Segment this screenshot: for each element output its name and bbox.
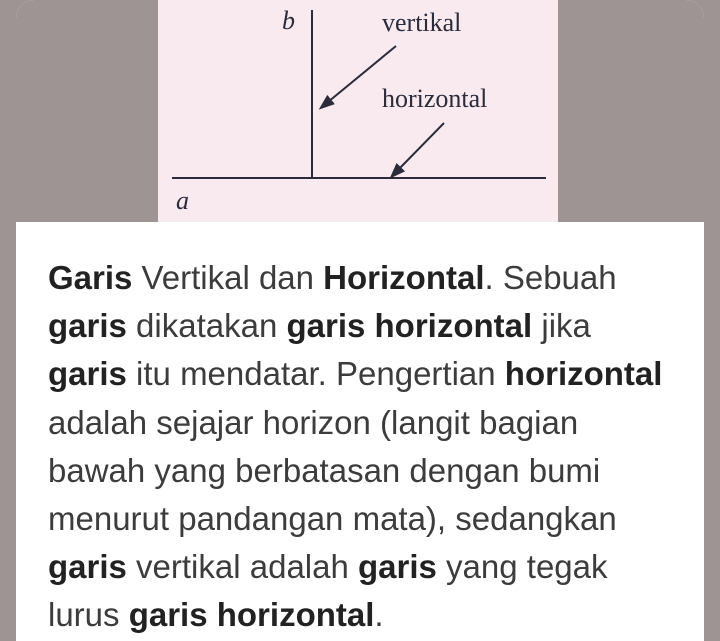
text: adalah sejajar horizon (langit bagian ba… [48,404,617,537]
label-b: b [282,6,295,36]
term-horizontal: Horizontal [323,259,484,296]
axis-figure: b a vertikal horizontal [158,0,558,222]
term-garis: garis [48,548,127,585]
axis-diagram [158,0,558,222]
term-horizontal: horizontal [505,355,663,392]
text: itu mendatar. Pengertian [127,355,505,392]
arrow-horizontal [398,123,444,170]
label-vertikal: vertikal [382,8,461,38]
term-garis: garis [48,307,127,344]
figure-banner: b a vertikal horizontal [16,0,704,222]
term-garis: Garis [48,259,132,296]
text: . Sebuah [485,259,617,296]
definition-paragraph: Garis Vertikal dan Horizontal. Sebuah ga… [16,222,704,639]
term-garis-horizontal: garis horizontal [129,596,375,633]
term-garis: garis [48,355,127,392]
label-a: a [176,186,189,216]
text: jika [532,307,591,344]
term-garis: garis [358,548,437,585]
text: . [374,596,383,633]
term-garis-horizontal: garis horizontal [286,307,532,344]
content-card: b a vertikal horizontal Garis Vertikal d… [16,0,704,641]
text: dikatakan [127,307,287,344]
label-horizontal: horizontal [382,84,487,114]
text: Vertikal dan [132,259,323,296]
text: vertikal adalah [127,548,358,585]
